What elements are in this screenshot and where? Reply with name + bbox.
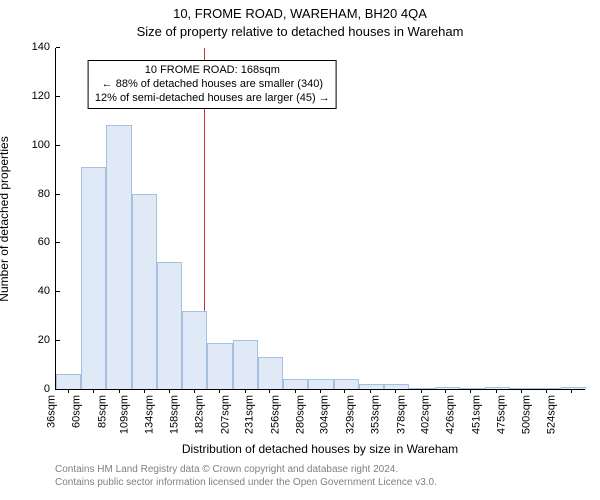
histogram-bar — [157, 262, 182, 389]
page-title-address: 10, FROME ROAD, WAREHAM, BH20 4QA — [0, 6, 600, 21]
x-axis-label: Distribution of detached houses by size … — [55, 442, 585, 456]
x-tick: 158sqm — [168, 395, 180, 434]
x-tick-mark — [421, 389, 422, 393]
x-tick-mark — [169, 389, 170, 393]
histogram-bar — [106, 125, 131, 389]
histogram-bar — [536, 388, 561, 389]
attribution-line2: Contains public sector information licen… — [55, 477, 437, 490]
y-tick: 80 — [38, 188, 56, 200]
y-axis-label: Number of detached properties — [0, 48, 11, 390]
y-tick: 120 — [32, 90, 56, 102]
attribution-line1: Contains HM Land Registry data © Crown c… — [55, 464, 437, 477]
x-tick-mark — [144, 389, 145, 393]
attribution: Contains HM Land Registry data © Crown c… — [55, 464, 437, 489]
x-tick-mark — [571, 389, 572, 393]
histogram-bar — [207, 343, 232, 389]
histogram-bar — [435, 387, 460, 389]
y-tick: 140 — [32, 41, 56, 53]
annotation-line3: 12% of semi-detached houses are larger (… — [95, 92, 330, 106]
x-tick: 524sqm — [545, 395, 557, 434]
page-subtitle: Size of property relative to detached ho… — [0, 24, 600, 39]
x-tick-mark — [395, 389, 396, 393]
histogram-bar — [334, 379, 359, 389]
x-tick: 304sqm — [319, 395, 331, 434]
histogram-bar — [258, 357, 283, 389]
x-tick-mark — [245, 389, 246, 393]
x-tick: 426sqm — [445, 395, 457, 434]
x-tick: 402sqm — [420, 395, 432, 434]
histogram-bar — [409, 388, 434, 389]
histogram-bar — [233, 340, 258, 389]
plot-area: 10 FROME ROAD: 168sqm ← 88% of detached … — [55, 48, 585, 390]
histogram-bar — [384, 384, 409, 389]
x-tick: 500sqm — [521, 395, 533, 434]
histogram-bar — [132, 194, 157, 389]
histogram-bar — [56, 374, 81, 389]
x-tick-mark — [320, 389, 321, 393]
y-tick: 100 — [32, 139, 56, 151]
x-tick: 329sqm — [345, 395, 357, 434]
x-tick: 231sqm — [244, 395, 256, 434]
x-tick-mark — [344, 389, 345, 393]
x-tick: 207sqm — [219, 395, 231, 434]
y-tick: 60 — [38, 236, 56, 248]
x-tick-mark — [68, 389, 69, 393]
x-tick-mark — [194, 389, 195, 393]
x-tick: 378sqm — [395, 395, 407, 434]
chart-container: 10, FROME ROAD, WAREHAM, BH20 4QA Size o… — [0, 0, 600, 500]
y-tick: 0 — [44, 383, 56, 395]
x-tick-mark — [521, 389, 522, 393]
x-tick-mark — [496, 389, 497, 393]
x-tick: 109sqm — [118, 395, 130, 434]
histogram-bar — [182, 311, 207, 389]
x-tick-mark — [269, 389, 270, 393]
x-tick: 353sqm — [369, 395, 381, 434]
x-tick-mark — [370, 389, 371, 393]
x-tick: 36sqm — [46, 395, 58, 428]
y-tick: 20 — [38, 334, 56, 346]
x-tick-mark — [470, 389, 471, 393]
histogram-bar — [561, 387, 586, 389]
x-tick-mark — [119, 389, 120, 393]
x-tick: 85sqm — [96, 395, 108, 428]
x-tick: 475sqm — [495, 395, 507, 434]
x-tick-mark — [295, 389, 296, 393]
annotation-box: 10 FROME ROAD: 168sqm ← 88% of detached … — [88, 60, 337, 109]
x-tick-mark — [93, 389, 94, 393]
annotation-line1: 10 FROME ROAD: 168sqm — [95, 64, 330, 78]
histogram-bar — [283, 379, 308, 389]
x-tick: 182sqm — [193, 395, 205, 434]
x-tick-mark — [219, 389, 220, 393]
x-tick: 134sqm — [144, 395, 156, 434]
x-tick: 256sqm — [269, 395, 281, 434]
histogram-bar — [308, 379, 333, 389]
histogram-bar — [359, 384, 384, 389]
x-tick: 280sqm — [294, 395, 306, 434]
histogram-bar — [485, 387, 510, 389]
x-tick-mark — [445, 389, 446, 393]
histogram-bar — [81, 167, 106, 389]
y-tick: 40 — [38, 285, 56, 297]
histogram-bar — [460, 388, 485, 389]
annotation-line2: ← 88% of detached houses are smaller (34… — [95, 78, 330, 92]
x-tick: 60sqm — [71, 395, 83, 428]
x-tick-mark — [546, 389, 547, 393]
histogram-bar — [510, 388, 535, 389]
x-tick: 451sqm — [470, 395, 482, 434]
